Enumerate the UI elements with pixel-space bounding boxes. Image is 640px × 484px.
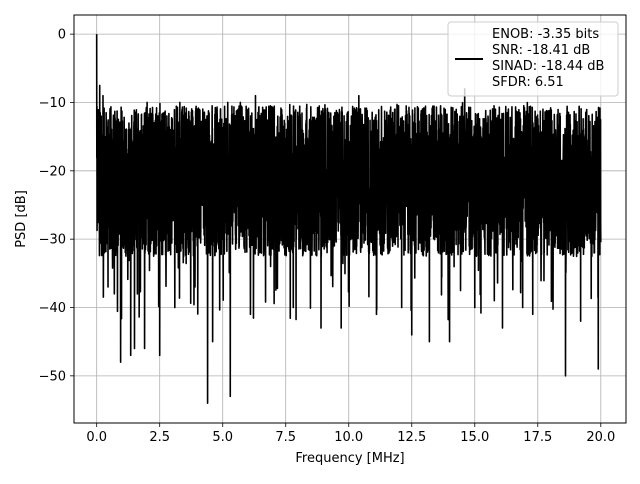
- x-tick-label: 20.0: [586, 430, 615, 445]
- plot-frame: [73, 14, 627, 424]
- legend-entry-enob: ENOB: -3.35 bits: [492, 27, 599, 42]
- x-tick-label: 15.0: [460, 430, 489, 445]
- legend-box: [447, 21, 619, 97]
- x-tick-label: 17.5: [523, 430, 552, 445]
- y-tick-label: −10: [39, 96, 66, 111]
- x-tick-label: 12.5: [397, 430, 426, 445]
- y-tick-label: 0: [58, 28, 66, 43]
- y-tick-label: −20: [39, 164, 66, 179]
- y-tick-label: −50: [39, 369, 66, 384]
- series-psd: [95, 34, 602, 404]
- y-tick-label: −40: [39, 301, 66, 316]
- psd-line: [95, 34, 602, 404]
- x-tick-label: 10.0: [334, 430, 363, 445]
- y-tick-label: −30: [39, 233, 66, 248]
- legend-entry-sinad: SINAD: -18.44 dB: [492, 59, 604, 74]
- x-axis-label: Frequency [MHz]: [295, 451, 404, 466]
- x-tick-label: 0.0: [86, 430, 107, 445]
- legend-entry-sfdr: SFDR: 6.51: [492, 75, 564, 90]
- x-tick-label: 7.5: [275, 430, 296, 445]
- legend: ENOB: -3.35 bits SNR: -18.41 dB SINAD: -…: [447, 21, 619, 97]
- y-axis-label: PSD [dB]: [14, 190, 29, 248]
- x-axis-ticks: 0.0 2.5 5.0 7.5 10.0 12.5 15.0 17.5 20.0: [86, 423, 615, 445]
- x-tick-label: 5.0: [212, 430, 233, 445]
- y-axis-ticks: 0 −10 −20 −30 −40 −50: [39, 28, 74, 384]
- legend-entry-snr: SNR: -18.41 dB: [492, 43, 590, 58]
- x-tick-label: 2.5: [149, 430, 170, 445]
